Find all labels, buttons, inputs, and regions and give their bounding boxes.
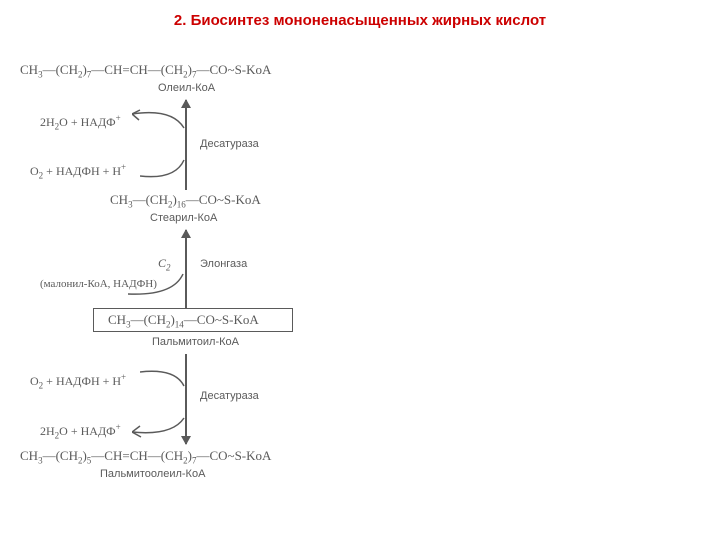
formula-palmitoyl: CH3—(CH2)14—CO~S-KoA (108, 312, 259, 330)
diagram: CH3—(CH2)7—CH=CH—(CH2)7—CO~S-KoA Олеил-К… (0, 40, 540, 540)
side-upper-bot: O2 + НАДФН + H+ (30, 162, 126, 180)
curve-middle-in (128, 272, 188, 300)
arrowhead-upper (181, 99, 191, 108)
curve-upper-out (132, 108, 192, 132)
page-title: 2. Биосинтез мононенасыщенных жирных кис… (0, 12, 720, 29)
formula-palmitoleyl: CH3—(CH2)5—CH=CH—(CH2)7—CO~S-KoA (20, 448, 271, 466)
name-palmitoyl: Пальмитоил-КоА (152, 336, 239, 348)
enzyme-elongase: Элонгаза (200, 258, 247, 270)
side-lower-bot: 2H2O + НАДФ+ (40, 422, 121, 440)
enzyme-desaturase-2: Десатураза (200, 390, 259, 402)
curve-upper-in (140, 158, 190, 182)
name-oleyl: Олеил-КоА (158, 82, 215, 94)
c2-label: C2 (158, 256, 171, 272)
arrowhead-middle (181, 229, 191, 238)
curve-lower-in (140, 366, 190, 390)
name-palmitoleyl: Пальмитоолеил-КоА (100, 468, 205, 480)
curve-lower-out (132, 414, 192, 438)
name-stearyl: Стеарил-КоА (150, 212, 217, 224)
formula-stearyl: CH3—(CH2)16—CO~S-KoA (110, 192, 261, 210)
side-upper-top: 2H2O + НАДФ+ (40, 113, 121, 131)
formula-oleyl: CH3—(CH2)7—CH=CH—(CH2)7—CO~S-KoA (20, 62, 271, 80)
enzyme-desaturase-1: Десатураза (200, 138, 259, 150)
side-lower-top: O2 + НАДФН + H+ (30, 372, 126, 390)
